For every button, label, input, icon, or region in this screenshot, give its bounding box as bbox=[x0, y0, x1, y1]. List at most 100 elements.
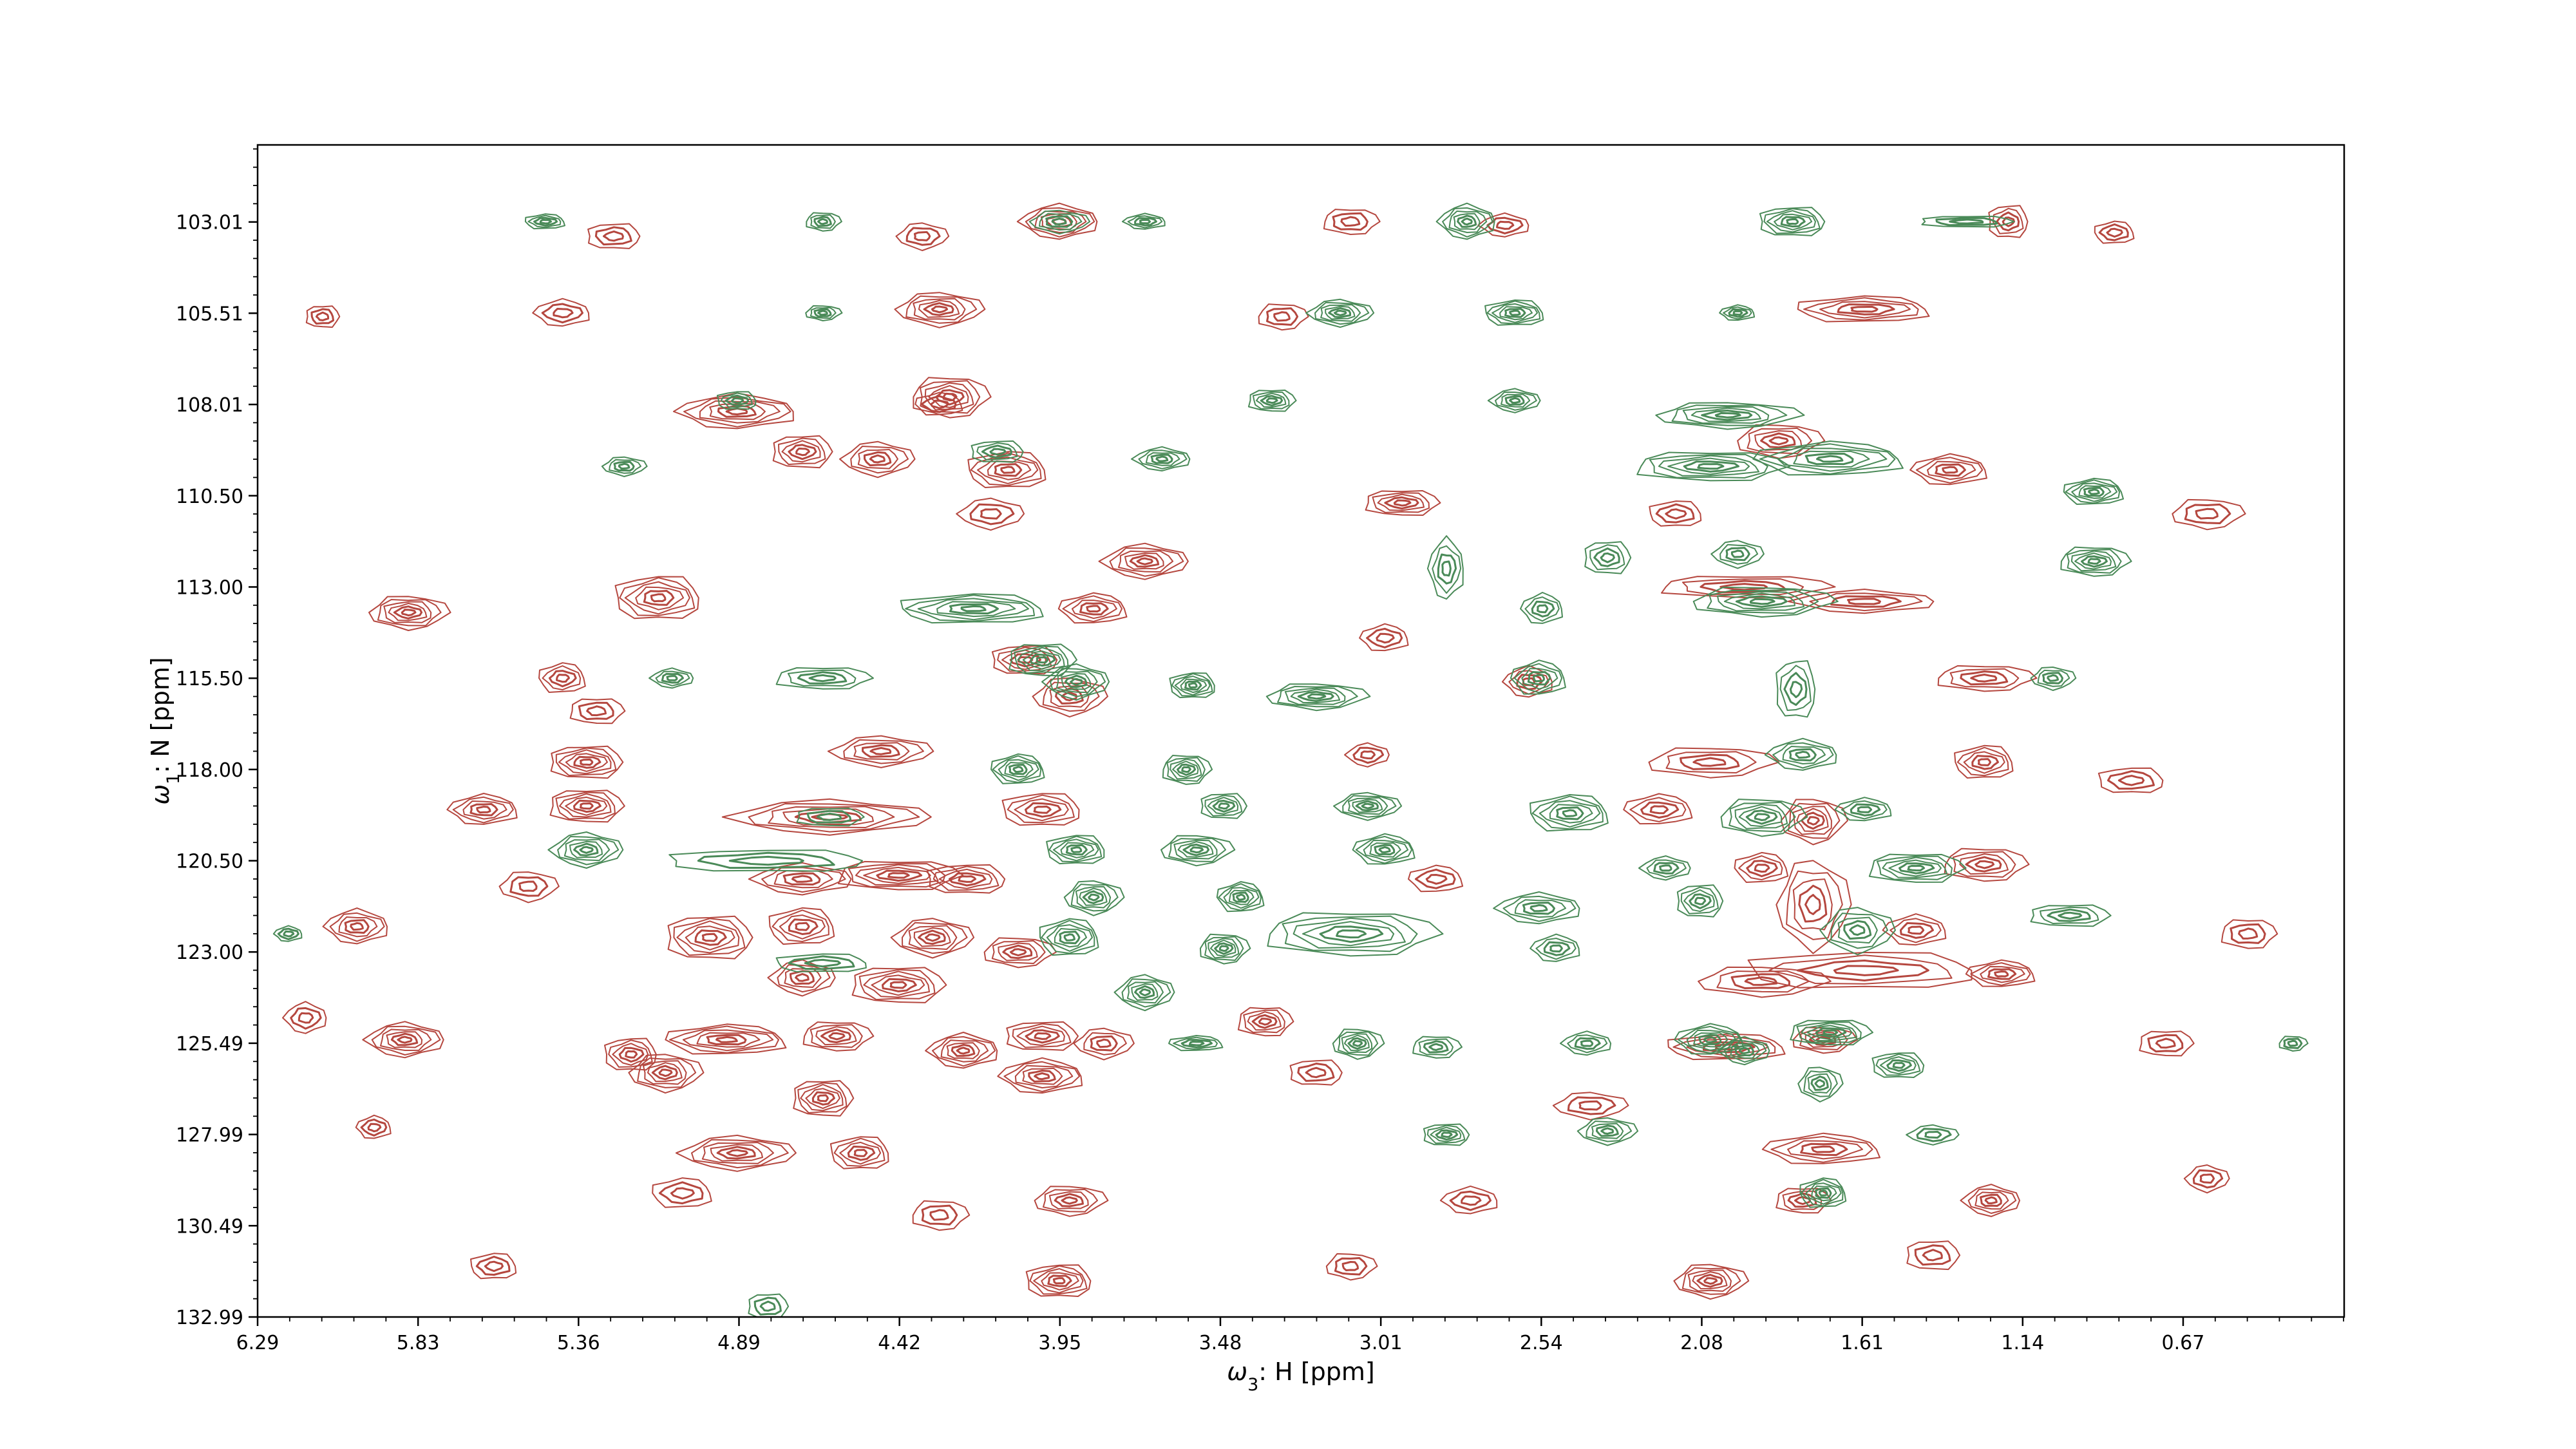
contour-ring bbox=[1787, 802, 1841, 839]
contour-peak bbox=[900, 593, 1044, 624]
contour-ring bbox=[586, 705, 607, 717]
contour-ring bbox=[1801, 811, 1825, 830]
contour-ring bbox=[1041, 920, 1095, 954]
contour-ring bbox=[1795, 750, 1811, 759]
contour-ring bbox=[1042, 681, 1100, 712]
contour-ring bbox=[1297, 1063, 1335, 1082]
contour-ring bbox=[1522, 902, 1555, 915]
y-tick-label: 132.99 bbox=[176, 1307, 243, 1329]
contour-ring bbox=[1237, 1007, 1294, 1037]
contour-ring bbox=[1776, 1188, 1832, 1214]
contour-ring bbox=[2037, 669, 2070, 687]
contour-peak bbox=[1776, 660, 1816, 718]
contour-ring bbox=[362, 1021, 444, 1059]
contour-ring bbox=[905, 227, 941, 246]
contour-ring bbox=[1830, 595, 1902, 608]
contour-ring bbox=[315, 311, 330, 321]
contour-ring bbox=[960, 605, 987, 612]
contour-ring bbox=[1837, 916, 1878, 944]
contour-ring bbox=[1692, 1271, 1728, 1290]
x-axis-subscript: 3 bbox=[1247, 1375, 1258, 1395]
contour-ring bbox=[970, 452, 1042, 486]
contour-ring bbox=[1425, 874, 1448, 885]
contour-ring bbox=[1683, 460, 1739, 473]
x-tick-label: 2.08 bbox=[1680, 1332, 1723, 1354]
contour-ring bbox=[1980, 966, 2025, 983]
contour-ring bbox=[601, 456, 648, 477]
contour-ring bbox=[1212, 799, 1236, 813]
contour-ring bbox=[1352, 746, 1385, 764]
contour-ring bbox=[1805, 1182, 1842, 1205]
y-axis: 103.01 105.51 108.01 110.50 113.00 115.50 118.… bbox=[176, 148, 258, 1329]
contour-ring bbox=[905, 594, 1036, 622]
contour-peak bbox=[282, 1001, 327, 1034]
contour-ring bbox=[1868, 853, 1967, 883]
contour-ring bbox=[857, 449, 898, 469]
contour-ring bbox=[650, 593, 667, 603]
contour-ring bbox=[1496, 220, 1515, 230]
contour-ring bbox=[1915, 457, 1984, 484]
contour-ring bbox=[1139, 988, 1151, 997]
contour-ring bbox=[1535, 938, 1577, 960]
contour-ring bbox=[806, 212, 842, 232]
contour-peak bbox=[772, 435, 833, 469]
contour-ring bbox=[661, 672, 684, 684]
contour-ring bbox=[1676, 884, 1724, 918]
contour-ring bbox=[1837, 303, 1895, 316]
contour-ring bbox=[980, 508, 1002, 520]
contour-ring bbox=[1717, 591, 1804, 612]
contour-ring bbox=[779, 914, 826, 940]
contour-ring bbox=[1899, 922, 1934, 939]
contour-ring bbox=[2030, 667, 2077, 691]
contour-ring bbox=[967, 451, 1046, 488]
contour-ring bbox=[990, 753, 1045, 784]
contour-peak bbox=[768, 907, 835, 945]
contour-ring bbox=[1680, 886, 1719, 914]
contour-ring bbox=[1804, 894, 1821, 915]
contour-ring bbox=[701, 1142, 774, 1164]
contour-peak bbox=[890, 918, 975, 959]
contour-ring bbox=[1484, 299, 1544, 326]
contour-ring bbox=[820, 1028, 851, 1044]
contour-peak bbox=[1435, 202, 1495, 240]
contour-ring bbox=[715, 1036, 738, 1043]
x-tick-label: 3.48 bbox=[1199, 1332, 1242, 1354]
contour-ring bbox=[748, 1293, 790, 1317]
contour-ring bbox=[550, 745, 624, 779]
contour-ring bbox=[1155, 455, 1169, 462]
contour-ring bbox=[1965, 856, 2002, 873]
contour-ring bbox=[604, 1037, 657, 1071]
contour-ring bbox=[665, 1023, 787, 1055]
contour-ring bbox=[759, 1300, 776, 1312]
contour-ring bbox=[1719, 304, 1756, 321]
contour-ring bbox=[1432, 545, 1462, 594]
contour-ring bbox=[1808, 1033, 1837, 1046]
contour-ring bbox=[863, 866, 931, 884]
contour-ring bbox=[1798, 884, 1828, 923]
contour-ring bbox=[1347, 797, 1388, 815]
contour-peak bbox=[1720, 799, 1808, 837]
contour-peak bbox=[652, 1177, 712, 1208]
contour-ring bbox=[1131, 983, 1159, 1001]
contour-ring bbox=[518, 880, 538, 892]
contour-ring bbox=[1591, 1122, 1624, 1139]
contour-ring bbox=[1977, 758, 1992, 766]
contour-ring bbox=[1136, 557, 1153, 565]
contour-ring bbox=[1414, 868, 1456, 889]
contour-ring bbox=[1012, 1023, 1072, 1048]
contour-peak bbox=[2094, 220, 2135, 244]
y-axis-symbol: ω bbox=[146, 784, 175, 805]
contour-ring bbox=[1935, 463, 1966, 477]
contour-ring bbox=[817, 1094, 829, 1103]
contour-ring bbox=[1022, 1067, 1063, 1085]
contour-ring bbox=[1764, 737, 1837, 771]
contour-ring bbox=[2117, 775, 2145, 786]
y-tick-label: 105.51 bbox=[176, 303, 243, 325]
contour-ring bbox=[1513, 663, 1563, 694]
contour-ring bbox=[1747, 427, 1812, 455]
contour-ring bbox=[1745, 810, 1778, 825]
contour-peak bbox=[1006, 1021, 1079, 1051]
contour-ring bbox=[1710, 540, 1765, 569]
contour-ring bbox=[1889, 918, 1942, 943]
contour-ring bbox=[1046, 835, 1105, 865]
